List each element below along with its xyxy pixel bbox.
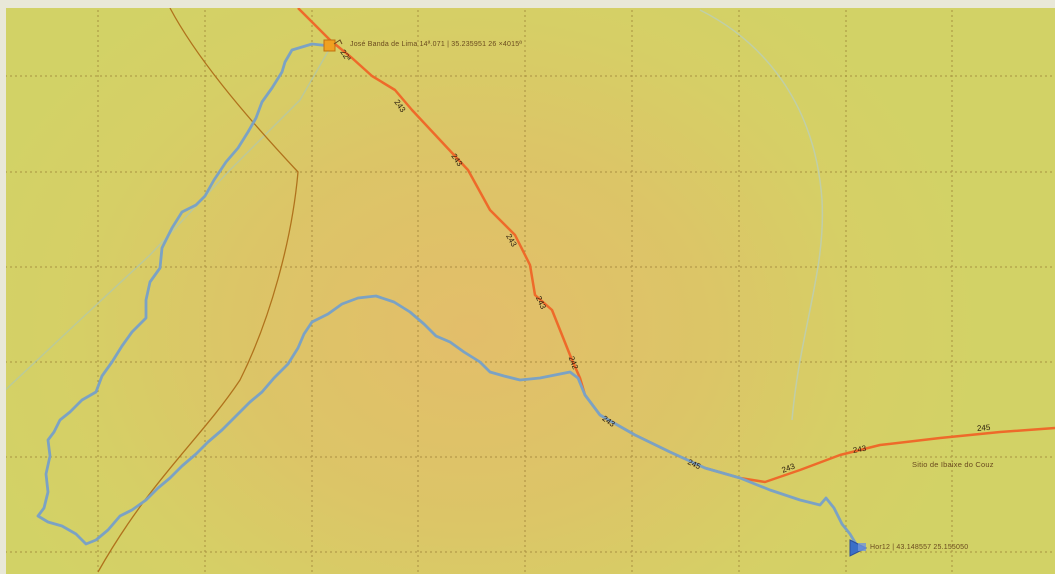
left-frame xyxy=(0,0,6,574)
km-marker: 245 xyxy=(976,422,991,433)
faint-line-curve xyxy=(699,9,824,421)
end-marker[interactable] xyxy=(849,539,868,557)
place-label: Sitio de Ibaixe do Couz xyxy=(912,460,994,469)
road-line xyxy=(297,7,1055,484)
start-marker[interactable] xyxy=(323,39,343,52)
end-waypoint-label: Hor12 | 43.148557 25.155050 xyxy=(870,544,969,551)
faint-line-diagonal xyxy=(0,47,331,396)
gps-track xyxy=(36,42,864,550)
boundary-line xyxy=(97,7,299,573)
start-waypoint-label: José Banda de Lima 14ª.071 | 35.235951 2… xyxy=(350,41,523,48)
top-frame xyxy=(0,0,1055,8)
